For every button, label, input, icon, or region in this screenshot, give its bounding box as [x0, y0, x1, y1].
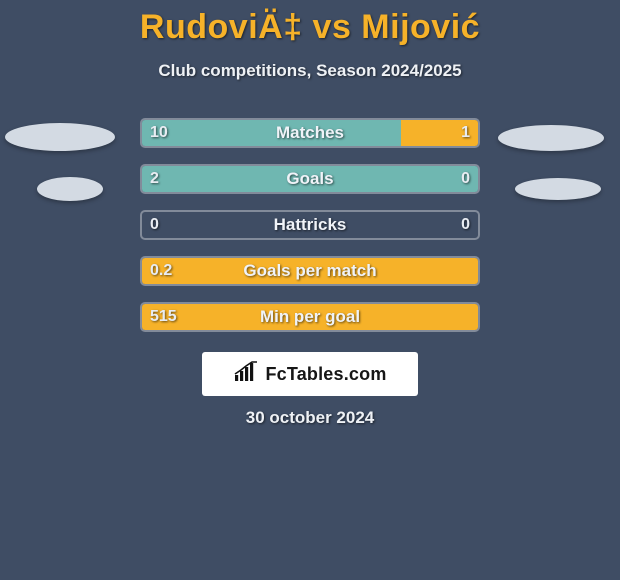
bar-left: [142, 120, 401, 146]
placeholder-ellipse: [37, 177, 103, 201]
value-left: 0.2: [150, 256, 172, 286]
stat-row: 515Min per goal: [0, 295, 620, 341]
bar-track: [140, 210, 480, 240]
bar-track: [140, 164, 480, 194]
chart-icon: [233, 361, 259, 388]
placeholder-ellipse: [515, 178, 601, 200]
stat-row: 00Hattricks: [0, 203, 620, 249]
placeholder-ellipse: [5, 123, 115, 151]
value-right: 0: [461, 164, 470, 194]
stat-row: 0.2Goals per match: [0, 249, 620, 295]
value-left: 0: [150, 210, 159, 240]
brand-link[interactable]: FcTables.com: [202, 352, 418, 396]
bar-track: [140, 118, 480, 148]
bar-left: [142, 166, 478, 192]
comparison-subtitle: Club competitions, Season 2024/2025: [0, 61, 620, 81]
bar-track: [140, 256, 480, 286]
brand-text: FcTables.com: [265, 364, 386, 385]
value-left: 10: [150, 118, 168, 148]
placeholder-ellipse: [498, 125, 604, 151]
comparison-title: RudoviÄ‡ vs Mijović: [0, 0, 620, 47]
generated-date: 30 october 2024: [0, 408, 620, 428]
bar-full: [142, 258, 478, 284]
value-left: 2: [150, 164, 159, 194]
bar-full: [142, 304, 478, 330]
value-right: 1: [461, 118, 470, 148]
value-left: 515: [150, 302, 177, 332]
bar-track: [140, 302, 480, 332]
value-right: 0: [461, 210, 470, 240]
